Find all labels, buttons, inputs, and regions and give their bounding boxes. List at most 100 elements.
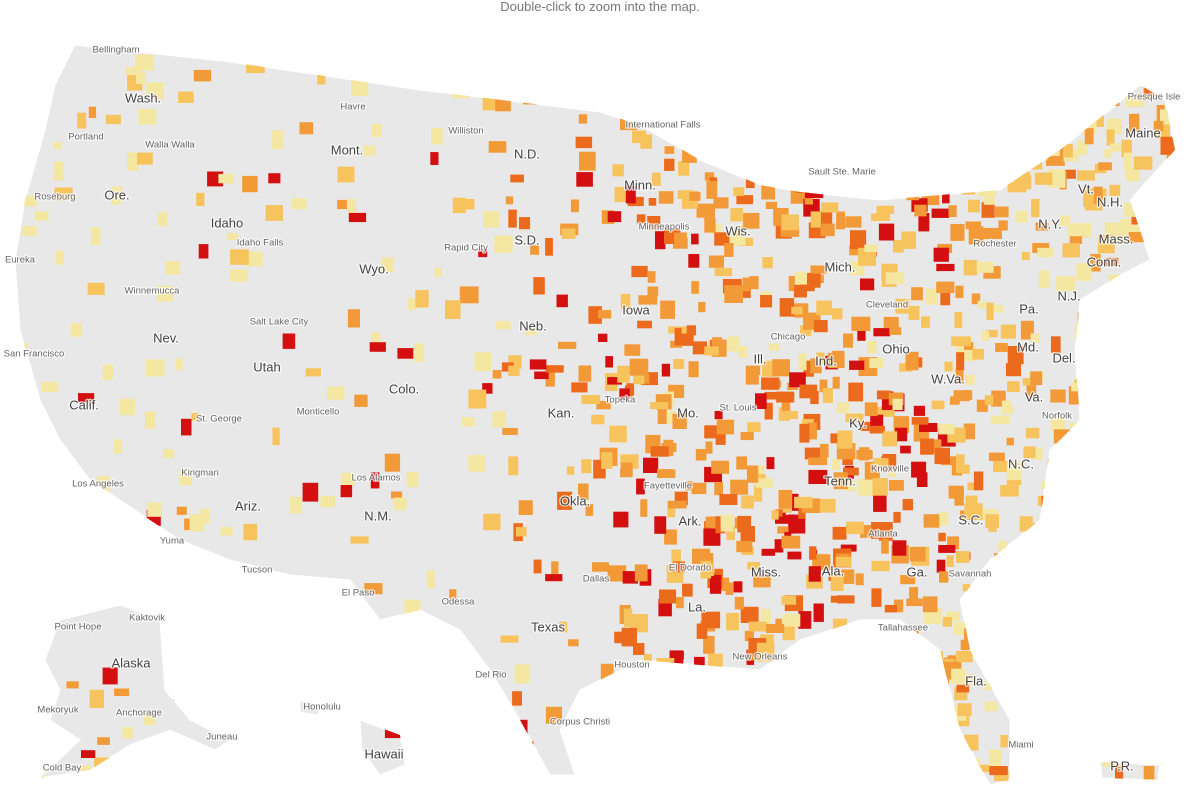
county-patch <box>1062 243 1080 258</box>
county-patch <box>1098 619 1108 631</box>
county-patch <box>715 426 726 445</box>
county-patch <box>1061 478 1072 497</box>
county-patch <box>570 199 579 213</box>
county-patch <box>851 316 871 331</box>
county-patch <box>992 564 1003 583</box>
county-patch <box>77 112 87 129</box>
county-patch <box>119 398 135 416</box>
county-patch <box>518 500 533 515</box>
county-patch <box>749 276 759 290</box>
county-patch <box>607 211 622 223</box>
county-patch <box>779 156 797 174</box>
county-patch <box>1103 57 1120 72</box>
county-patch <box>878 223 895 241</box>
state-label: Miss. <box>751 564 781 579</box>
city-label: Del Rio <box>475 670 506 681</box>
county-patch <box>922 731 935 750</box>
county-patch <box>1023 633 1041 643</box>
county-patch <box>973 471 984 491</box>
county-patch <box>1147 320 1157 330</box>
city-label: Cold Bay <box>43 763 82 774</box>
county-patch <box>1131 552 1145 562</box>
state-label: Ky. <box>849 415 867 430</box>
county-patch <box>1047 459 1064 471</box>
county-patch <box>1096 61 1108 79</box>
county-patch <box>1022 758 1032 774</box>
county-patch <box>271 130 284 150</box>
county-patch <box>501 65 518 75</box>
state-label: Mich. <box>824 259 855 274</box>
state-label: Kan. <box>548 405 575 420</box>
county-patch <box>892 398 903 410</box>
county-patch <box>1157 192 1165 205</box>
county-patch <box>1046 147 1065 166</box>
county-patch <box>1082 305 1098 320</box>
county-patch <box>876 390 891 400</box>
county-patch <box>962 584 971 592</box>
county-patch <box>1120 665 1131 680</box>
county-patch <box>305 368 321 377</box>
county-patch <box>1000 786 1013 795</box>
county-patch <box>923 72 942 87</box>
county-patch <box>869 49 885 65</box>
state-label: S.C. <box>958 512 983 527</box>
city-label: Miami <box>1008 740 1033 751</box>
county-patch <box>747 422 761 433</box>
city-label: Topeka <box>605 395 636 406</box>
county-patch <box>1034 604 1050 621</box>
county-patch <box>657 405 667 424</box>
county-patch <box>1026 380 1037 398</box>
county-patch <box>384 728 401 739</box>
county-patch <box>1122 613 1133 633</box>
county-patch <box>743 212 760 229</box>
county-patch <box>873 756 884 773</box>
county-patch <box>938 532 946 542</box>
state-label: La. <box>688 599 706 614</box>
county-patch <box>780 226 800 237</box>
county-patch <box>1063 434 1078 448</box>
county-patch <box>110 526 124 545</box>
county-patch <box>667 500 676 518</box>
county-patch <box>17 76 37 89</box>
county-patch <box>632 130 646 144</box>
county-patch <box>1019 516 1033 532</box>
county-patch <box>1167 607 1175 617</box>
county-patch <box>1077 170 1095 181</box>
county-patch <box>673 359 685 369</box>
county-patch <box>906 183 920 201</box>
county-patch <box>66 681 79 689</box>
county-patch <box>482 383 493 394</box>
county-patch <box>346 199 356 213</box>
county-patch <box>163 449 175 459</box>
county-patch <box>806 778 821 785</box>
city-label: Juneau <box>206 732 237 743</box>
county-patch <box>832 376 840 389</box>
county-patch <box>939 153 950 163</box>
city-label: Chicago <box>771 332 806 343</box>
county-patch <box>873 458 889 467</box>
county-patch <box>703 553 714 566</box>
county-patch <box>1127 556 1135 571</box>
county-patch <box>1156 319 1173 329</box>
county-patch <box>872 663 884 677</box>
county-patch <box>660 300 675 319</box>
county-patch <box>1162 230 1175 241</box>
county-patch <box>468 389 487 409</box>
county-patch <box>415 290 429 308</box>
county-patch <box>519 741 534 756</box>
county-patch <box>1144 456 1155 474</box>
county-patch <box>998 220 1008 231</box>
county-patch <box>871 560 890 572</box>
county-patch <box>243 523 258 541</box>
county-patch <box>1084 496 1098 510</box>
county-patch <box>682 147 697 163</box>
county-patch <box>1162 303 1175 314</box>
county-patch <box>452 83 470 99</box>
county-patch <box>1015 560 1027 579</box>
county-patch <box>796 760 812 779</box>
county-patch <box>581 395 601 405</box>
county-patch <box>1032 139 1050 155</box>
county-patch <box>946 555 954 567</box>
